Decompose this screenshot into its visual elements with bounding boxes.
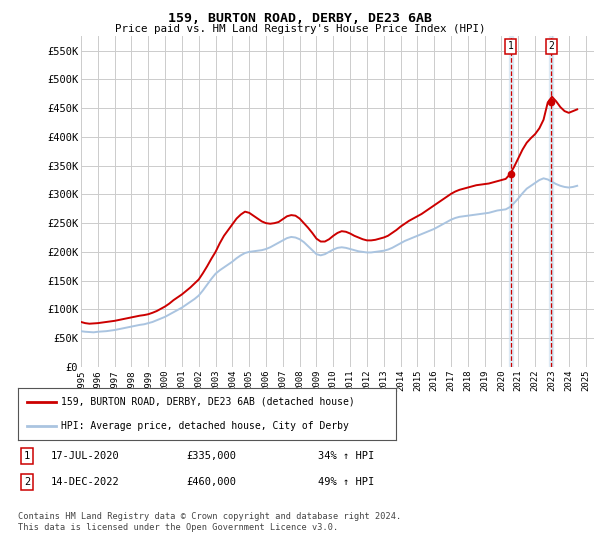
- Text: 14-DEC-2022: 14-DEC-2022: [51, 477, 120, 487]
- Text: 159, BURTON ROAD, DERBY, DE23 6AB (detached house): 159, BURTON ROAD, DERBY, DE23 6AB (detac…: [61, 397, 355, 407]
- Text: Contains HM Land Registry data © Crown copyright and database right 2024.
This d: Contains HM Land Registry data © Crown c…: [18, 512, 401, 532]
- Text: 1: 1: [508, 41, 514, 52]
- Text: 2: 2: [24, 477, 30, 487]
- Bar: [509, 36, 512, 367]
- Text: 49% ↑ HPI: 49% ↑ HPI: [318, 477, 374, 487]
- Text: 1: 1: [24, 451, 30, 461]
- Text: 34% ↑ HPI: 34% ↑ HPI: [318, 451, 374, 461]
- Text: HPI: Average price, detached house, City of Derby: HPI: Average price, detached house, City…: [61, 421, 349, 431]
- Text: 2: 2: [548, 41, 554, 52]
- Text: £460,000: £460,000: [186, 477, 236, 487]
- Text: £335,000: £335,000: [186, 451, 236, 461]
- Text: Price paid vs. HM Land Registry's House Price Index (HPI): Price paid vs. HM Land Registry's House …: [115, 24, 485, 34]
- Text: 17-JUL-2020: 17-JUL-2020: [51, 451, 120, 461]
- Bar: [549, 36, 553, 367]
- Text: 159, BURTON ROAD, DERBY, DE23 6AB: 159, BURTON ROAD, DERBY, DE23 6AB: [168, 12, 432, 25]
